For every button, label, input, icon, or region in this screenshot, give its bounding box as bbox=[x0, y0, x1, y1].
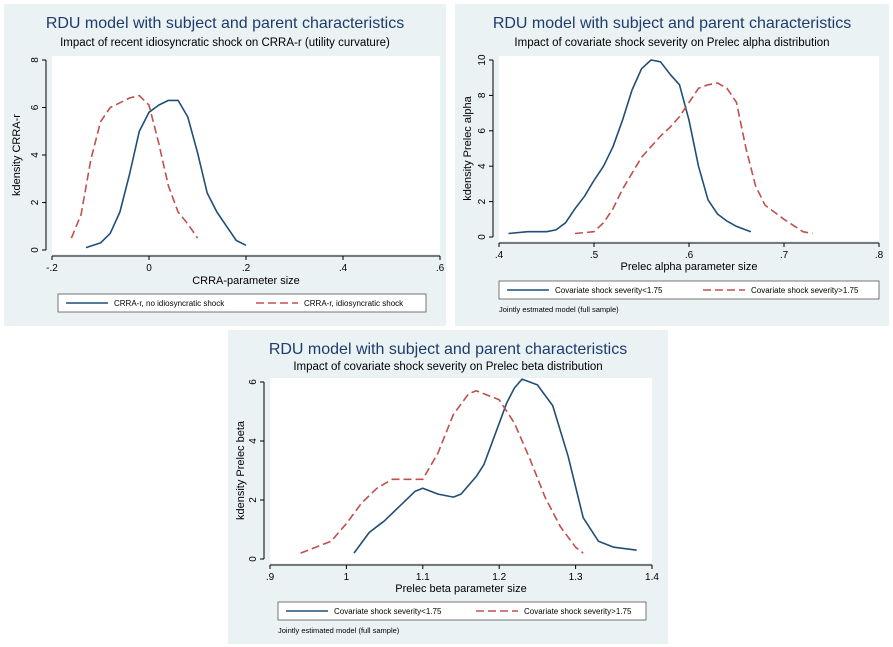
legend-label: Covariate shock severity<1.75 bbox=[334, 607, 442, 616]
series-line-dashed bbox=[300, 389, 584, 554]
y-tick-label: 2 bbox=[248, 497, 259, 503]
legend-label: CRRA-r, idiosyncratic shock bbox=[304, 299, 404, 308]
legend-label: Covariate shock severity>1.75 bbox=[524, 607, 632, 616]
chart-panel-crra: RDU model with subject and parent charac… bbox=[4, 4, 446, 326]
y-tick-label: 0 bbox=[30, 247, 41, 253]
chart-subtitle: Impact of covariate shock severity on Pr… bbox=[514, 37, 829, 49]
y-tick-label: 6 bbox=[477, 128, 488, 134]
x-tick-label: 1.1 bbox=[416, 572, 430, 583]
chart-title: RDU model with subject and parent charac… bbox=[269, 341, 627, 358]
chart-title: RDU model with subject and parent charac… bbox=[493, 15, 851, 32]
y-tick-label: 2 bbox=[477, 198, 488, 204]
chart-svg: RDU model with subject and parent charac… bbox=[11, 15, 445, 313]
x-tick-label: .2 bbox=[242, 263, 251, 274]
y-tick-label: 0 bbox=[477, 234, 488, 240]
chart-svg: RDU model with subject and parent charac… bbox=[235, 341, 659, 635]
legend-label: Covariate shock severity>1.75 bbox=[751, 286, 859, 295]
x-tick-label: 1.2 bbox=[492, 572, 506, 583]
x-tick-label: .8 bbox=[875, 250, 884, 261]
x-tick-label: .6 bbox=[685, 250, 694, 261]
plot-area bbox=[52, 56, 440, 254]
plot-area bbox=[499, 56, 879, 241]
y-axis-label: kdensity CRRA-r bbox=[11, 114, 23, 196]
y-tick-label: 6 bbox=[30, 104, 41, 110]
x-tick-label: .4 bbox=[495, 250, 504, 261]
x-tick-label: .7 bbox=[780, 250, 789, 261]
chart-panel-prelec-alpha: RDU model with subject and parent charac… bbox=[455, 4, 889, 326]
chart-subtitle: Impact of recent idiosyncratic shock on … bbox=[60, 37, 390, 49]
legend-label: CRRA-r, no idiosyncratic shock bbox=[114, 299, 225, 308]
y-tick-label: 4 bbox=[248, 438, 259, 444]
x-tick-label: .9 bbox=[266, 572, 275, 583]
series-line-dashed bbox=[574, 82, 813, 235]
y-axis-label: kdensity Prelec beta bbox=[235, 420, 247, 520]
y-axis-label: kdensity Prelec alpha bbox=[462, 95, 474, 200]
series-line-dashed bbox=[70, 94, 199, 239]
series-line-solid bbox=[508, 59, 752, 235]
legend-box bbox=[498, 280, 880, 300]
x-tick-label: .5 bbox=[590, 250, 599, 261]
y-tick-label: 2 bbox=[30, 199, 41, 205]
y-tick-label: 4 bbox=[30, 152, 41, 158]
x-tick-label: 1.3 bbox=[569, 572, 583, 583]
y-tick-label: 10 bbox=[477, 54, 488, 66]
y-tick-label: 6 bbox=[248, 379, 259, 385]
x-tick-label: .6 bbox=[436, 263, 445, 274]
x-tick-label: -.2 bbox=[46, 263, 58, 274]
y-tick-label: 8 bbox=[477, 92, 488, 98]
chart-note: Jointly estimated model (full sample) bbox=[278, 626, 400, 635]
chart-svg: RDU model with subject and parent charac… bbox=[462, 15, 884, 314]
series-line-solid bbox=[85, 99, 247, 249]
legend-box bbox=[57, 293, 427, 313]
y-tick-label: 4 bbox=[477, 163, 488, 169]
series-line-solid bbox=[353, 378, 637, 554]
x-tick-label: .4 bbox=[339, 263, 348, 274]
legend-box bbox=[277, 601, 647, 621]
chart-title: RDU model with subject and parent charac… bbox=[46, 15, 404, 32]
chart-subtitle: Impact of covariate shock severity on Pr… bbox=[293, 361, 602, 373]
x-tick-label: 1.4 bbox=[645, 572, 659, 583]
x-tick-label: 1 bbox=[344, 572, 350, 583]
x-axis-label: Prelec beta parameter size bbox=[395, 583, 526, 595]
y-tick-label: 8 bbox=[30, 57, 41, 63]
chart-panel-prelec-beta: RDU model with subject and parent charac… bbox=[228, 330, 668, 644]
x-tick-label: 0 bbox=[146, 263, 152, 274]
legend-label: Covariate shock severity<1.75 bbox=[555, 286, 663, 295]
x-axis-label: CRRA-parameter size bbox=[192, 275, 300, 287]
chart-note: Jointly estmated model (full sample) bbox=[499, 305, 619, 314]
y-tick-label: 0 bbox=[248, 556, 259, 562]
x-axis-label: Prelec alpha parameter size bbox=[621, 261, 758, 273]
plot-area bbox=[270, 378, 652, 563]
